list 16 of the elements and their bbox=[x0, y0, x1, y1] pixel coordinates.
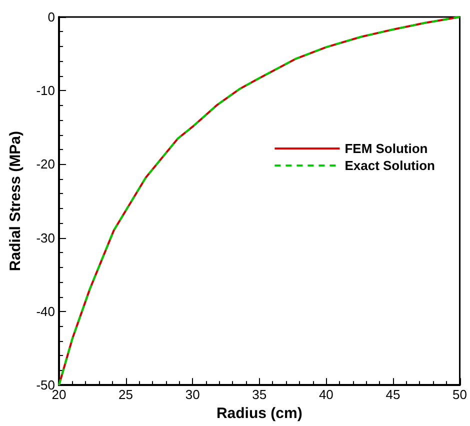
legend-label: FEM Solution bbox=[344, 141, 428, 156]
x-tick-label: 30 bbox=[185, 387, 200, 402]
legend-label: Exact Solution bbox=[344, 158, 436, 173]
x-tick-label: 40 bbox=[318, 387, 334, 402]
y-axis-title: Radial Stress (MPa) bbox=[7, 131, 24, 272]
y-tick-label: -40 bbox=[36, 304, 55, 319]
x-tick-label: 35 bbox=[252, 387, 267, 402]
x-tick-label: 50 bbox=[452, 387, 468, 402]
x-tick-label: 45 bbox=[386, 387, 400, 402]
y-tick-label: -20 bbox=[36, 156, 55, 172]
x-tick-label: 25 bbox=[118, 387, 134, 402]
line-series bbox=[58, 16, 461, 386]
y-tick-label: -30 bbox=[36, 230, 55, 246]
x-axis-title: Radius (cm) bbox=[216, 405, 302, 422]
y-tick-label: 0 bbox=[48, 10, 55, 24]
y-tick-label: -10 bbox=[36, 83, 55, 98]
